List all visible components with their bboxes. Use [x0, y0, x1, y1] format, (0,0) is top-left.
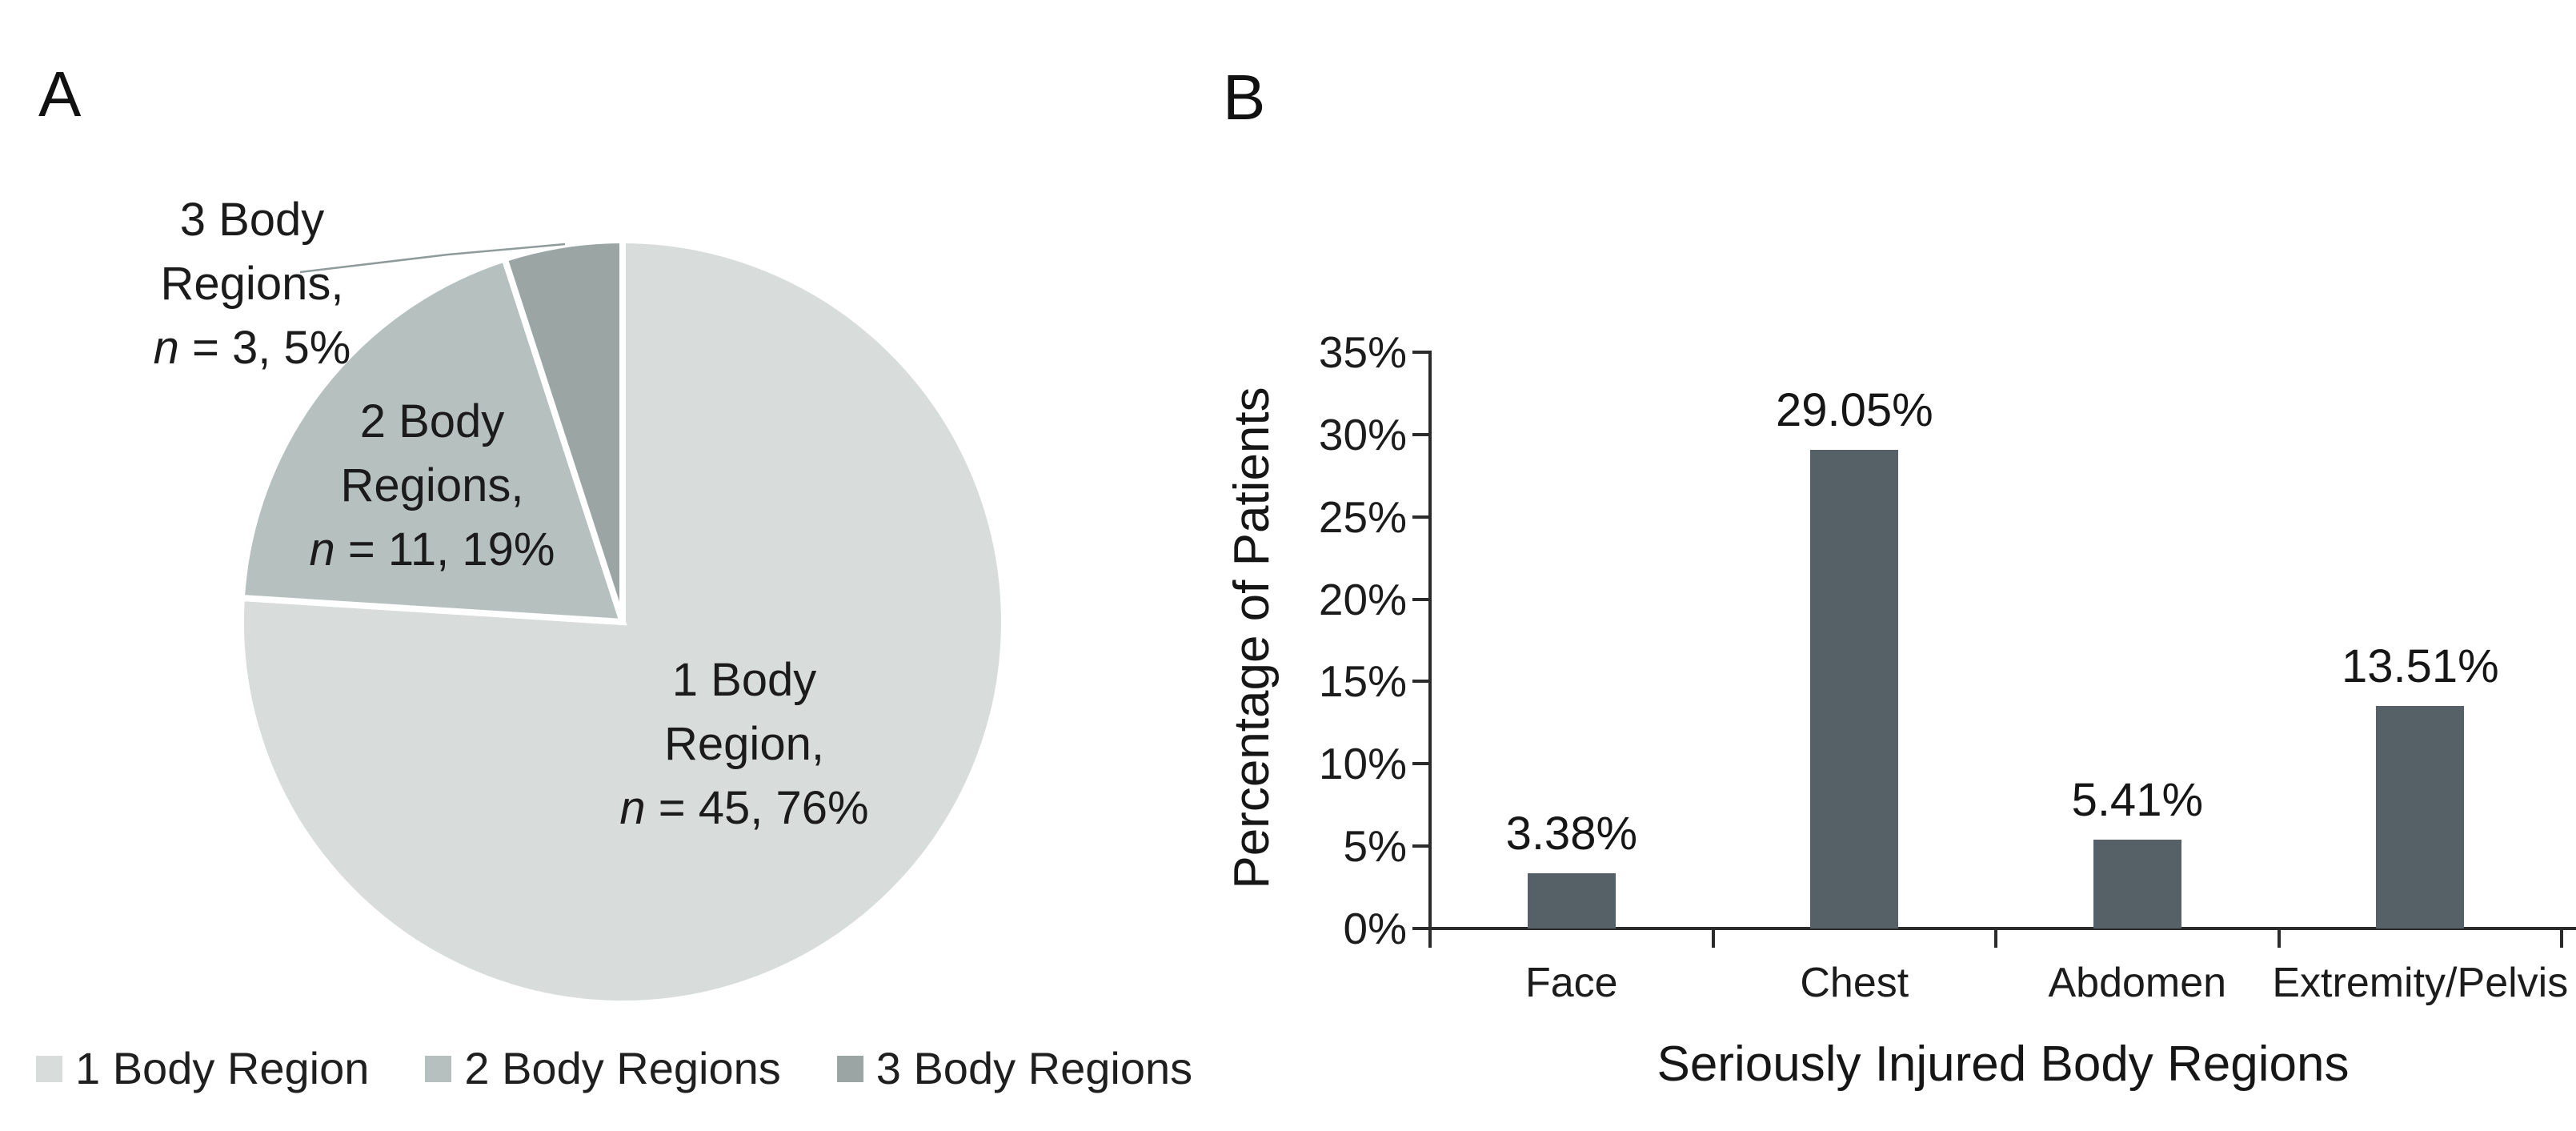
legend-label: 1 Body Region: [75, 1043, 370, 1093]
bar-value-label: 5.41%: [2071, 773, 2204, 826]
pie-label-line: n = 45, 76%: [520, 776, 968, 840]
bar-chest: [1810, 450, 1899, 928]
y-tick-label: 20%: [1318, 574, 1407, 624]
legend-item-2-body-regions: 2 Body Regions: [425, 1041, 781, 1097]
x-tick-mark: [1711, 928, 1715, 948]
pie-legend: 1 Body Region 2 Body Regions 3 Body Regi…: [36, 1041, 1192, 1097]
y-tick-mark: [1412, 844, 1430, 848]
legend-swatch-icon: [836, 1055, 863, 1082]
leader-line: [299, 243, 566, 274]
italic-n: n: [619, 782, 646, 834]
y-tick-label: 0%: [1343, 904, 1408, 953]
x-category-label: Face: [1524, 960, 1618, 1006]
italic-n: n: [309, 523, 335, 576]
bar-face: [1527, 872, 1616, 928]
x-tick-mark: [1994, 928, 1997, 948]
italic-n: n: [153, 322, 179, 374]
bar-extremity-pelvis: [2376, 706, 2465, 928]
y-tick-label: 30%: [1318, 409, 1407, 459]
y-tick-mark: [1412, 351, 1430, 354]
y-tick-mark: [1412, 680, 1430, 684]
pie-label-line: Region,: [664, 718, 824, 770]
x-category-label: Extremity/Pelvis: [2272, 960, 2569, 1006]
pie-label-line: 1 Body: [671, 654, 817, 706]
y-tick-mark: [1412, 432, 1430, 436]
legend-label: 3 Body Regions: [875, 1043, 1193, 1093]
x-category-label: Chest: [1800, 960, 1909, 1006]
x-category-label: Abdomen: [2048, 960, 2227, 1006]
bar-y-axis-line: [1428, 351, 1432, 948]
y-tick-label: 5%: [1343, 821, 1408, 872]
pie-label-value: = 11, 19%: [335, 523, 555, 576]
x-tick-mark: [2560, 928, 2563, 948]
y-tick-label: 15%: [1318, 656, 1407, 707]
y-tick-mark: [1412, 762, 1430, 766]
pie-label-3-body-regions: 3 Body Regions, n = 3, 5%: [80, 188, 424, 380]
bar-value-label: 13.51%: [2341, 640, 2499, 693]
pie-label-line: n = 11, 19%: [232, 518, 632, 582]
pie-label-line: Regions,: [340, 459, 524, 511]
y-tick-mark: [1412, 597, 1430, 601]
legend-swatch-icon: [36, 1055, 62, 1082]
panel-b-letter: B: [1223, 62, 1266, 133]
y-tick-mark: [1412, 515, 1430, 519]
bar-x-axis-line: [1428, 927, 2576, 930]
pie-label-line: 2 Body: [359, 395, 505, 447]
bar-x-axis-title: Seriously Injured Body Regions: [1657, 1037, 2350, 1092]
pie-label-value: = 3, 5%: [178, 322, 351, 374]
pie-label-2-body-regions: 2 Body Regions, n = 11, 19%: [232, 390, 632, 582]
x-tick-mark: [2277, 928, 2281, 948]
legend-item-3-body-regions: 3 Body Regions: [836, 1041, 1193, 1097]
pie-label-line: Regions,: [160, 258, 344, 310]
y-tick-label: 35%: [1318, 327, 1407, 377]
pie-label-line: 3 Body: [179, 194, 325, 246]
bar-value-label: 3.38%: [1505, 807, 1638, 860]
legend-item-1-body-region: 1 Body Region: [36, 1041, 369, 1097]
pie-label-value: = 45, 76%: [645, 782, 869, 834]
panel-a-letter: A: [38, 58, 82, 130]
bar-value-label: 29.05%: [1775, 384, 1933, 437]
bar-abdomen: [2093, 839, 2181, 928]
pie-label-1-body-region: 1 Body Region, n = 45, 76%: [520, 648, 968, 840]
y-tick-label: 10%: [1318, 739, 1407, 789]
x-tick-mark: [1428, 928, 1432, 948]
y-tick-label: 25%: [1318, 491, 1407, 542]
legend-label: 2 Body Regions: [464, 1043, 781, 1093]
pie-label-line: n = 3, 5%: [80, 316, 424, 380]
pie-chart: [237, 236, 1008, 1007]
pie-slice-2-body-regions: [238, 255, 627, 626]
y-tick-mark: [1412, 927, 1430, 930]
legend-swatch-icon: [425, 1055, 452, 1082]
